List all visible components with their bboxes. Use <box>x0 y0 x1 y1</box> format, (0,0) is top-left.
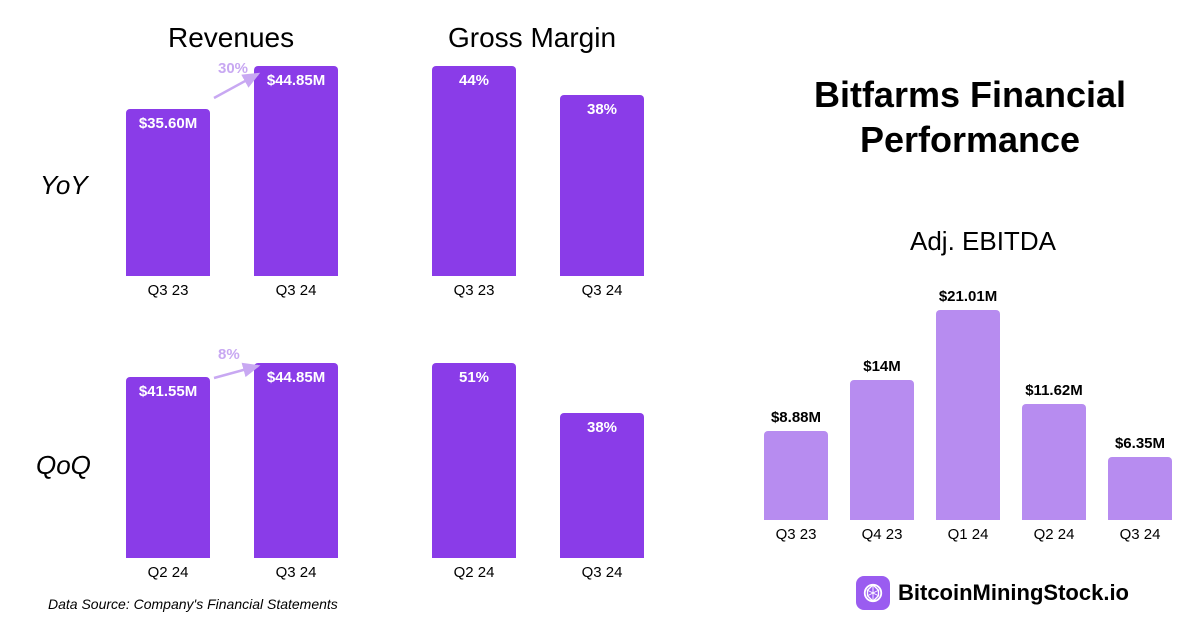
bar: $35.60M <box>126 109 210 276</box>
bar: $11.62M <box>1022 404 1086 520</box>
bar-x-label: Q4 23 <box>842 526 922 543</box>
yoy-label: YoY <box>40 170 88 201</box>
bar: 51% <box>432 363 516 558</box>
bar-value-label: $41.55M <box>126 383 210 400</box>
bar-x-label: Q3 23 <box>118 282 218 299</box>
bar: $6.35M <box>1108 457 1172 520</box>
logo-icon <box>856 576 890 610</box>
bar-value-label: 51% <box>432 369 516 386</box>
bar: 38% <box>560 413 644 558</box>
growth-label: 8% <box>218 346 240 363</box>
growth-label: 30% <box>218 60 248 77</box>
bar: $8.88M <box>764 431 828 520</box>
bar: $44.85M <box>254 66 338 276</box>
bar-x-label: Q3 24 <box>552 282 652 299</box>
bar: $41.55M <box>126 377 210 558</box>
bar: $44.85M <box>254 363 338 558</box>
gross-margin-title: Gross Margin <box>448 22 616 54</box>
bar: $21.01M <box>936 310 1000 520</box>
bar-x-label: Q3 23 <box>424 282 524 299</box>
ebitda-title: Adj. EBITDA <box>910 226 1056 257</box>
bar-x-label: Q3 23 <box>756 526 836 543</box>
bar-value-label: $8.88M <box>764 409 828 426</box>
revenues-title: Revenues <box>168 22 294 54</box>
bar: 44% <box>432 66 516 276</box>
bar-value-label: $35.60M <box>126 115 210 132</box>
bar-x-label: Q3 24 <box>246 564 346 581</box>
main-title: Bitfarms Financial Performance <box>770 72 1170 162</box>
qoq-label: QoQ <box>36 450 91 481</box>
bar-x-label: Q3 24 <box>246 282 346 299</box>
bar-value-label: 44% <box>432 72 516 89</box>
bar: $14M <box>850 380 914 520</box>
bar-value-label: $11.62M <box>1022 382 1086 399</box>
bar-x-label: Q3 24 <box>552 564 652 581</box>
bar-value-label: 38% <box>560 419 644 436</box>
bar-value-label: $21.01M <box>936 288 1000 305</box>
bar: 38% <box>560 95 644 276</box>
bar-value-label: $6.35M <box>1108 435 1172 452</box>
bar-value-label: $14M <box>850 358 914 375</box>
bar-value-label: $44.85M <box>254 72 338 89</box>
logo-text: BitcoinMiningStock.io <box>898 580 1129 606</box>
data-source: Data Source: Company's Financial Stateme… <box>48 596 338 612</box>
bar-x-label: Q1 24 <box>928 526 1008 543</box>
bar-x-label: Q2 24 <box>424 564 524 581</box>
bar-value-label: 38% <box>560 101 644 118</box>
bar-value-label: $44.85M <box>254 369 338 386</box>
bar-x-label: Q3 24 <box>1100 526 1180 543</box>
bar-x-label: Q2 24 <box>118 564 218 581</box>
bar-x-label: Q2 24 <box>1014 526 1094 543</box>
site-logo: BitcoinMiningStock.io <box>856 576 1129 610</box>
